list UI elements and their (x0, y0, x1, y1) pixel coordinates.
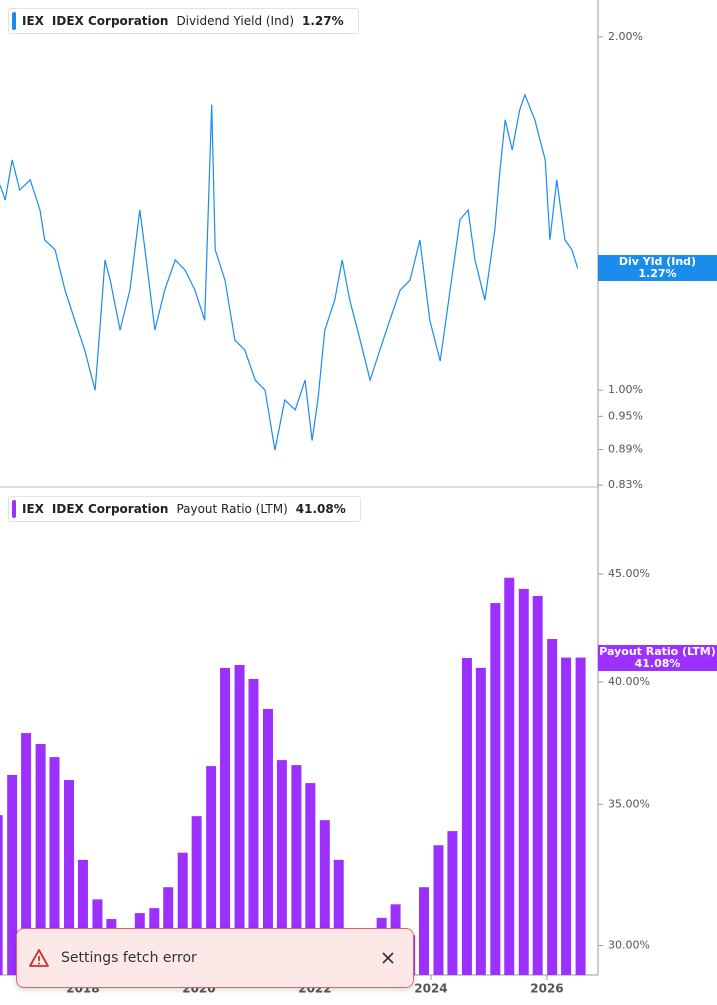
bar (547, 639, 558, 975)
bar (433, 845, 444, 975)
warning-icon (29, 949, 49, 967)
tag-value: 1.27% (638, 267, 677, 281)
bar (319, 820, 330, 975)
y-tick-label: 2.00% (608, 30, 643, 43)
ticker: IEX (22, 14, 44, 28)
bar (21, 733, 32, 975)
bar (77, 859, 88, 975)
x-tick-label: 2024 (414, 982, 447, 996)
bar (0, 815, 3, 975)
bar (291, 765, 302, 975)
bar (518, 588, 529, 975)
series-name: Payout Ratio (LTM) (176, 502, 288, 516)
bar (206, 766, 217, 975)
current-value: 1.27% (302, 14, 344, 28)
bar (35, 744, 46, 975)
bar (220, 667, 231, 975)
y-tick-label: 35.00% (608, 797, 650, 810)
tag-value: 41.08% (634, 656, 681, 670)
current-value: 41.08% (295, 502, 346, 516)
bar (490, 603, 501, 975)
bar (447, 831, 458, 975)
series-name: Dividend Yield (Ind) (176, 14, 294, 28)
close-button[interactable] (381, 951, 395, 965)
bar (64, 780, 75, 975)
bar (461, 658, 472, 975)
bar (7, 774, 18, 975)
bar (475, 667, 486, 975)
bar (49, 757, 60, 975)
y-tick-label: 1.00% (608, 383, 643, 396)
legend: IEX IDEX Corporation Dividend Yield (Ind… (8, 8, 359, 34)
bar (561, 657, 572, 975)
bar (234, 664, 245, 975)
y-tick-label: 0.89% (608, 443, 643, 456)
bar (418, 887, 429, 975)
bar (177, 852, 188, 975)
value-tag: Payout Ratio (LTM) 41.08% (598, 644, 717, 671)
y-tick-label: 0.83% (608, 478, 643, 491)
toast-message: Settings fetch error (61, 950, 197, 966)
value-tag: Div Yld (Ind) 1.27% (598, 255, 717, 282)
y-tick-label: 40.00% (608, 675, 650, 688)
company: IDEX Corporation (51, 14, 169, 28)
y-tick-label: 0.95% (608, 409, 643, 422)
x-tick-label: 2026 (530, 982, 563, 996)
bar (305, 783, 316, 975)
bar (333, 859, 344, 975)
ticker: IEX (22, 502, 44, 516)
y-tick-label: 30.00% (608, 939, 650, 952)
bar (191, 816, 202, 975)
bar (262, 708, 273, 975)
error-toast: Settings fetch error (16, 928, 414, 988)
legend: IEX IDEX Corporation Payout Ratio (LTM) … (8, 496, 361, 522)
y-tick-label: 45.00% (608, 567, 650, 580)
tag-label: Payout Ratio (LTM) (599, 644, 716, 658)
bar (248, 679, 259, 975)
bar (504, 577, 515, 975)
bar (276, 760, 287, 975)
tag-label: Div Yld (Ind) (618, 255, 697, 269)
bar (532, 595, 543, 975)
bar (575, 657, 586, 975)
company: IDEX Corporation (51, 502, 169, 516)
line-series (0, 93, 579, 451)
